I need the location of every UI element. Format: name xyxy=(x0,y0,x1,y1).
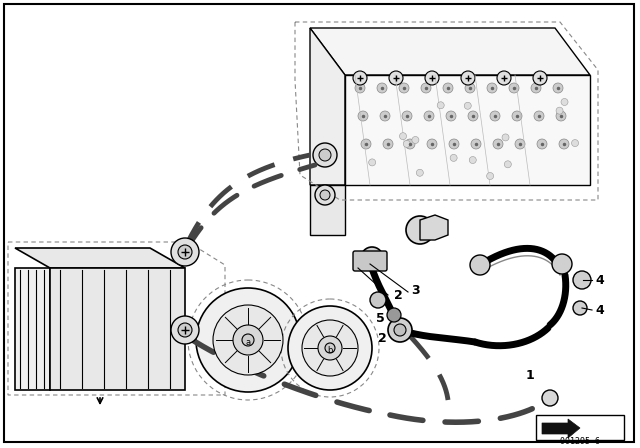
Circle shape xyxy=(443,83,453,93)
Circle shape xyxy=(465,83,475,93)
Polygon shape xyxy=(420,215,448,240)
Circle shape xyxy=(233,325,263,355)
Circle shape xyxy=(573,301,587,315)
Circle shape xyxy=(319,149,331,161)
Circle shape xyxy=(213,305,283,375)
Circle shape xyxy=(561,99,568,105)
Circle shape xyxy=(512,111,522,121)
Circle shape xyxy=(361,247,383,269)
Polygon shape xyxy=(15,248,185,268)
Text: 5: 5 xyxy=(376,311,385,324)
Circle shape xyxy=(406,216,434,244)
Circle shape xyxy=(446,111,456,121)
Circle shape xyxy=(369,159,376,166)
Circle shape xyxy=(178,323,192,337)
Circle shape xyxy=(171,316,199,344)
Circle shape xyxy=(502,134,509,141)
Text: 2: 2 xyxy=(394,289,403,302)
Circle shape xyxy=(387,308,401,322)
Circle shape xyxy=(437,102,444,109)
Circle shape xyxy=(552,254,572,274)
Circle shape xyxy=(471,139,481,149)
Circle shape xyxy=(288,306,372,390)
Text: 4: 4 xyxy=(596,303,604,316)
Circle shape xyxy=(573,271,591,289)
Circle shape xyxy=(171,238,199,266)
Circle shape xyxy=(402,111,412,121)
Circle shape xyxy=(353,71,367,85)
Polygon shape xyxy=(542,419,580,438)
Text: 3: 3 xyxy=(411,284,419,297)
Circle shape xyxy=(534,111,544,121)
Circle shape xyxy=(493,139,503,149)
Polygon shape xyxy=(15,268,50,390)
Circle shape xyxy=(380,111,390,121)
Circle shape xyxy=(403,140,410,147)
Circle shape xyxy=(361,139,371,149)
Circle shape xyxy=(470,255,490,275)
Text: 1: 1 xyxy=(525,369,534,382)
Circle shape xyxy=(486,172,493,180)
Text: a: a xyxy=(245,337,251,346)
Circle shape xyxy=(515,139,525,149)
Circle shape xyxy=(531,83,541,93)
Text: 001295 6: 001295 6 xyxy=(560,436,600,445)
Circle shape xyxy=(556,107,563,114)
Circle shape xyxy=(487,83,497,93)
Circle shape xyxy=(425,71,439,85)
Circle shape xyxy=(358,111,368,121)
Circle shape xyxy=(302,320,358,376)
Circle shape xyxy=(424,111,434,121)
Circle shape xyxy=(537,139,547,149)
Polygon shape xyxy=(310,185,345,235)
Circle shape xyxy=(490,111,500,121)
Circle shape xyxy=(461,71,475,85)
Circle shape xyxy=(412,137,419,143)
Circle shape xyxy=(559,139,569,149)
Polygon shape xyxy=(345,75,590,185)
Circle shape xyxy=(178,245,192,259)
Circle shape xyxy=(468,111,478,121)
Circle shape xyxy=(417,169,423,176)
FancyBboxPatch shape xyxy=(353,251,387,271)
Circle shape xyxy=(553,83,563,93)
Circle shape xyxy=(315,185,335,205)
Circle shape xyxy=(377,83,387,93)
Circle shape xyxy=(313,143,337,167)
Circle shape xyxy=(450,155,457,161)
Text: b: b xyxy=(327,345,333,354)
Circle shape xyxy=(318,336,342,360)
Circle shape xyxy=(504,161,511,168)
Circle shape xyxy=(405,139,415,149)
Circle shape xyxy=(449,139,459,149)
Circle shape xyxy=(497,71,511,85)
Polygon shape xyxy=(50,268,185,390)
Circle shape xyxy=(421,83,431,93)
Circle shape xyxy=(388,318,412,342)
Circle shape xyxy=(469,156,476,164)
Text: 2: 2 xyxy=(378,332,387,345)
Circle shape xyxy=(399,83,409,93)
Circle shape xyxy=(383,139,393,149)
Bar xyxy=(536,415,624,440)
Circle shape xyxy=(542,390,558,406)
Circle shape xyxy=(325,343,335,353)
Circle shape xyxy=(509,83,519,93)
Circle shape xyxy=(370,292,386,308)
Circle shape xyxy=(320,190,330,200)
Circle shape xyxy=(355,83,365,93)
Circle shape xyxy=(533,71,547,85)
Circle shape xyxy=(399,133,406,140)
Circle shape xyxy=(572,140,579,146)
Circle shape xyxy=(464,102,471,109)
Polygon shape xyxy=(310,28,345,185)
Polygon shape xyxy=(310,28,590,75)
Circle shape xyxy=(427,139,437,149)
Circle shape xyxy=(389,71,403,85)
Text: 4: 4 xyxy=(596,273,604,287)
Circle shape xyxy=(196,288,300,392)
Circle shape xyxy=(556,111,566,121)
Circle shape xyxy=(394,324,406,336)
Circle shape xyxy=(242,334,254,346)
